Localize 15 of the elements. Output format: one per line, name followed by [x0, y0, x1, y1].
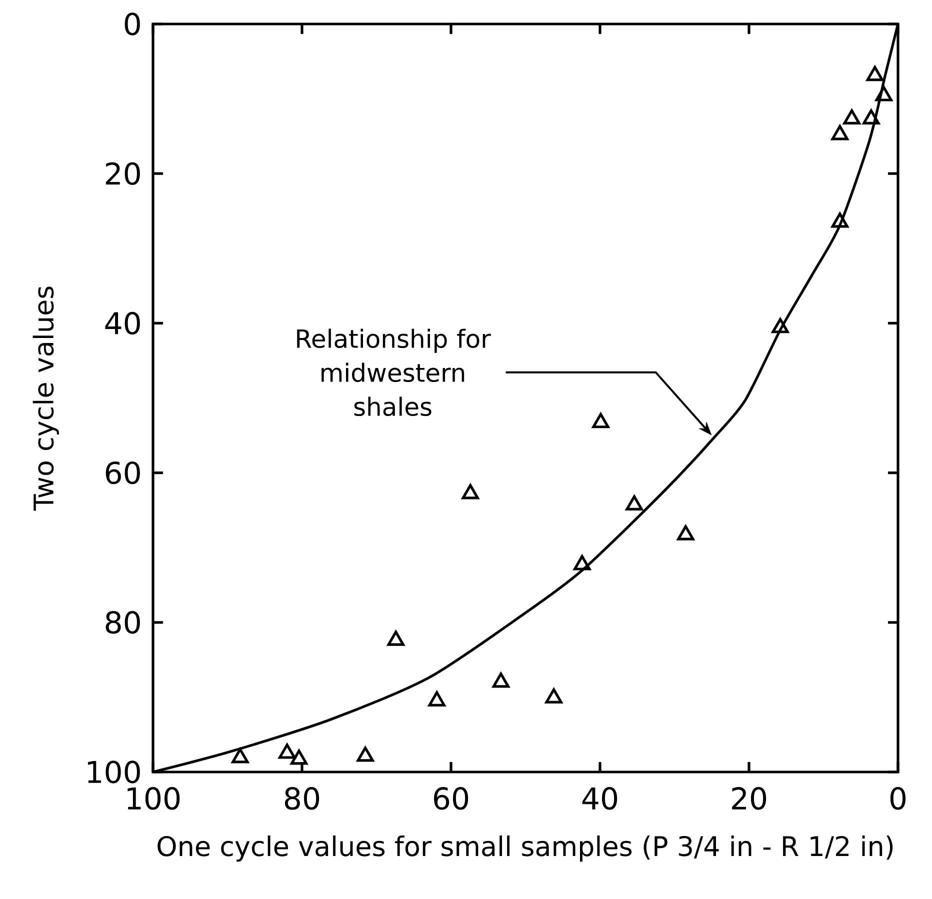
x-tick-label: 40 [582, 787, 618, 810]
y-tick-label: 0 [124, 12, 140, 36]
x-tick-label: 80 [284, 787, 320, 810]
x-tick-label: 60 [434, 787, 468, 810]
y-tick-label: 80 [106, 611, 140, 634]
y-tick-label: 100 [88, 760, 140, 784]
y-tick-label: 20 [106, 162, 140, 185]
y-tick-label: 60 [106, 461, 140, 484]
y-tick-label: 40 [105, 312, 140, 335]
annotation: Relationship for midwestern shales [297, 328, 491, 416]
x-axis-title: One cycle values for small samples (P 3/4 in - R 1/2 in) [158, 835, 893, 862]
x-tick-label: 20 [732, 787, 766, 810]
x-tick-label: 100 [128, 787, 180, 810]
y-axis-title: Two cycle values [32, 286, 59, 511]
x-tick-label: 0 [890, 787, 906, 810]
